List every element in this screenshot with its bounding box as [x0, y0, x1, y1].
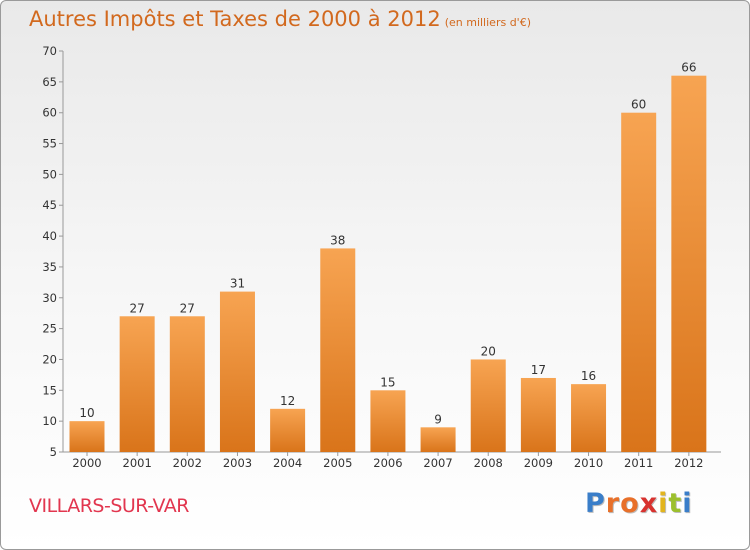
- y-tick-label: 45: [42, 198, 57, 212]
- y-tick-label: 20: [42, 352, 57, 366]
- y-tick-label: 70: [42, 44, 57, 58]
- x-tick-label: 2005: [323, 456, 352, 470]
- x-tick-label: 2011: [624, 456, 653, 470]
- x-tick-label: 2007: [423, 456, 452, 470]
- y-tick-label: 25: [42, 322, 57, 336]
- bar: [671, 75, 707, 452]
- y-tick-label: 65: [42, 75, 57, 89]
- bar-value-label: 10: [79, 406, 94, 420]
- y-tick-label: 10: [42, 414, 57, 428]
- bar-value-label: 9: [434, 412, 442, 426]
- chart-subtitle: (en milliers d'€): [444, 16, 531, 29]
- bar: [621, 112, 657, 452]
- bar-value-label: 27: [180, 301, 195, 315]
- logo-letter: P: [585, 488, 606, 519]
- bar-value-label: 31: [230, 277, 245, 291]
- bar: [420, 427, 456, 452]
- y-tick-label: 5: [50, 445, 57, 459]
- bar-value-label: 60: [631, 98, 646, 112]
- y-tick-label: 50: [42, 167, 57, 181]
- y-tick-label: 15: [42, 383, 57, 397]
- y-tick-label: 30: [42, 291, 57, 305]
- x-tick-label: 2006: [373, 456, 402, 470]
- commune-name: VILLARS-SUR-VAR: [29, 495, 189, 517]
- y-tick-label: 35: [42, 260, 57, 274]
- chart-title: Autres Impôts et Taxes de 2000 à 2012 (en…: [29, 7, 531, 31]
- bar-value-label: 27: [130, 301, 145, 315]
- bar-value-label: 66: [681, 61, 696, 75]
- x-tick-label: 2002: [173, 456, 202, 470]
- logo-letter: o: [620, 488, 640, 519]
- proxiti-logo: Proxiti: [585, 488, 693, 519]
- chart-bars: [69, 75, 707, 452]
- y-tick-label: 55: [42, 137, 57, 151]
- bar: [119, 316, 155, 452]
- chart-title-text: Autres Impôts et Taxes de 2000 à 2012: [29, 7, 441, 31]
- y-tick-label: 40: [42, 229, 57, 243]
- x-tick-label: 2003: [223, 456, 252, 470]
- logo-letter: x: [639, 488, 659, 519]
- bar-value-label: 17: [531, 363, 546, 377]
- chart-labels: 10 2000 27 2001 27 2002 31 2003 12 2004 38 2005 15 20…: [72, 61, 703, 470]
- x-tick-label: 2008: [474, 456, 503, 470]
- x-tick-label: 2012: [674, 456, 703, 470]
- y-tick-label: 60: [42, 106, 57, 120]
- logo-letter: i: [682, 488, 693, 519]
- bar-value-label: 20: [481, 344, 496, 358]
- logo-letter: t: [668, 488, 683, 519]
- x-tick-label: 2009: [524, 456, 553, 470]
- bar: [470, 359, 506, 452]
- logo-letter: i: [658, 488, 669, 519]
- bar: [270, 408, 306, 452]
- bar-value-label: 15: [380, 375, 395, 389]
- bar: [169, 316, 205, 452]
- x-tick-label: 2000: [72, 456, 101, 470]
- x-tick-label: 2004: [273, 456, 302, 470]
- bar: [320, 248, 356, 452]
- bar-value-label: 12: [280, 394, 295, 408]
- bar: [219, 291, 255, 452]
- bar: [520, 377, 556, 452]
- x-tick-label: 2001: [123, 456, 152, 470]
- bar: [69, 421, 105, 452]
- bar: [571, 384, 607, 452]
- bar-value-label: 38: [330, 233, 345, 247]
- bar-value-label: 16: [581, 369, 596, 383]
- logo-letter: r: [605, 488, 621, 519]
- bar: [370, 390, 406, 452]
- x-tick-label: 2010: [574, 456, 603, 470]
